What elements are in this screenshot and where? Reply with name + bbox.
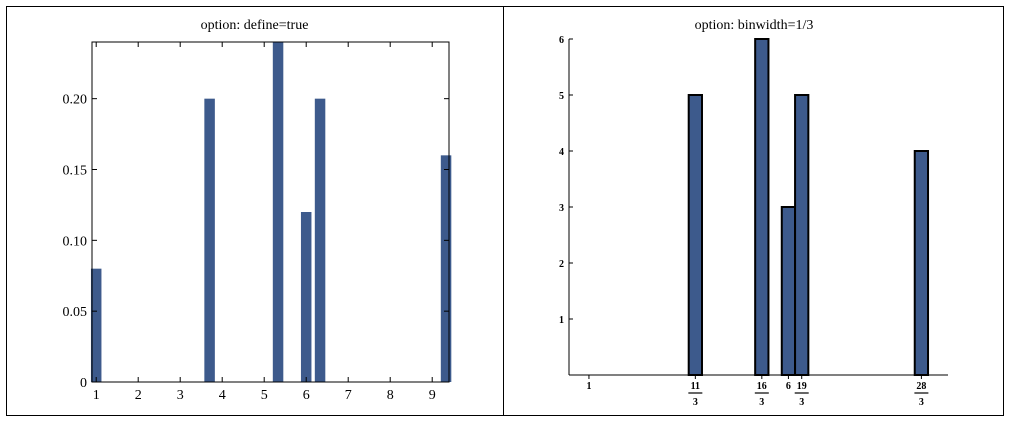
bar — [314, 98, 326, 383]
y-tick-label: 4 — [559, 147, 564, 158]
chart-title-binwidth: option: binwidth=1/3 — [694, 18, 814, 33]
bar — [90, 268, 102, 382]
x-tick-numerator: 19 — [797, 381, 807, 392]
y-tick-label: 0.15 — [63, 164, 88, 179]
chart-title-define: option: define=true — [200, 18, 309, 33]
y-tick-label: 2 — [559, 259, 564, 270]
bar — [794, 94, 810, 376]
chart-panel-define: option: define=true 1 2 3 4 5 6 7 8 9 0 0.05 0.10 0.… — [6, 6, 503, 416]
bar — [204, 98, 215, 383]
panel-divider — [503, 6, 504, 416]
x-tick-label: 1 — [586, 381, 591, 392]
x-tick-label: 1 — [93, 388, 100, 403]
x-tick-denominator: 3 — [919, 397, 924, 408]
y-tick-label: 1 — [559, 315, 564, 326]
chart-panel-binwidth: option: binwidth=1/3 1 2 3 4 5 6 1 11 3 16 3 6 19 3 28… — [504, 6, 1004, 416]
bar — [300, 212, 312, 382]
x-tick-label: 6 — [786, 381, 791, 392]
x-tick-label: 9 — [429, 388, 436, 403]
x-tick-numerator: 11 — [691, 381, 700, 392]
y-tick-label: 0.05 — [63, 305, 88, 320]
x-tick-label: 3 — [177, 388, 184, 403]
x-tick-label: 7 — [345, 388, 352, 403]
x-tick-numerator: 28 — [916, 381, 926, 392]
bar — [780, 206, 797, 376]
y-tick-label: 0.10 — [63, 234, 88, 249]
bar — [913, 150, 930, 376]
x-tick-label: 4 — [219, 388, 226, 403]
x-tick-label: 8 — [387, 388, 394, 403]
bar — [754, 38, 770, 376]
x-tick-numerator: 16 — [757, 381, 767, 392]
x-tick-denominator: 3 — [799, 397, 804, 408]
y-tick-label: 5 — [559, 91, 564, 102]
x-tick-denominator: 3 — [693, 397, 698, 408]
y-tick-label: 0.20 — [63, 93, 88, 108]
x-tick-label: 6 — [303, 388, 310, 403]
chart-define-svg: 1 2 3 4 5 6 7 8 9 0 0.05 0.10 0.15 0.20 — [63, 41, 452, 403]
y-tick-label: 3 — [559, 203, 564, 214]
bar — [440, 155, 452, 382]
figure-frame — [6, 6, 1004, 416]
x-tick-denominator: 3 — [759, 397, 764, 408]
bar — [687, 94, 703, 376]
plot-frame — [91, 41, 450, 383]
x-tick-label: 5 — [261, 388, 268, 403]
y-tick-label: 6 — [559, 35, 564, 46]
x-tick-label: 2 — [135, 388, 142, 403]
bar — [272, 42, 284, 382]
y-tick-label: 0 — [80, 376, 87, 391]
